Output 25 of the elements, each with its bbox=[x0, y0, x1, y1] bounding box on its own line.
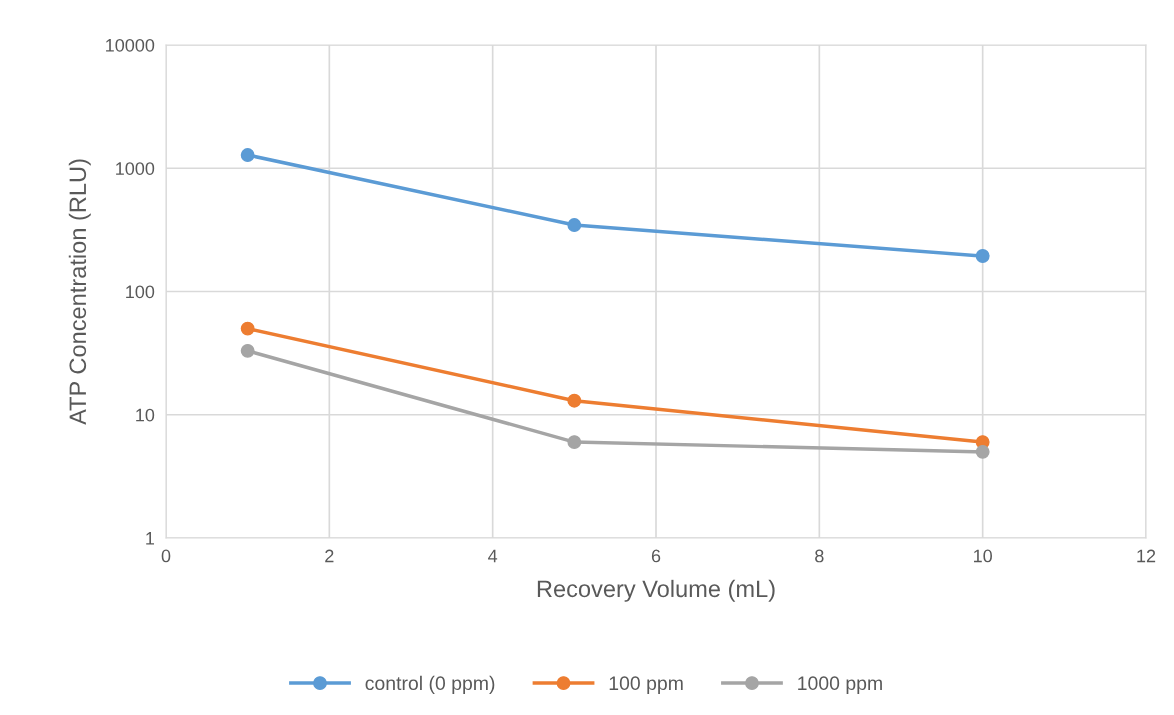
y-tick-label: 100 bbox=[126, 285, 155, 299]
x-tick-label: 10 bbox=[974, 549, 992, 563]
x-tick-label: 4 bbox=[488, 549, 498, 563]
x-tick-label: 8 bbox=[815, 549, 824, 563]
point bbox=[240, 148, 255, 162]
point bbox=[567, 393, 582, 408]
point bbox=[975, 444, 990, 459]
legend-label: 1000 ppm bbox=[798, 676, 882, 694]
x-tick-label: 6 bbox=[651, 549, 661, 563]
point bbox=[975, 249, 990, 263]
legend-label: 100 ppm bbox=[609, 676, 683, 694]
y-tick-label: 10000 bbox=[106, 38, 155, 52]
legend-label: control (0 ppm) bbox=[365, 675, 495, 694]
y-tick-label: 1 bbox=[146, 532, 155, 545]
point bbox=[567, 435, 582, 450]
x-tick-label: 12 bbox=[1137, 549, 1156, 563]
y-axis-title: ATP Concentration (RLU) bbox=[68, 159, 91, 425]
point bbox=[240, 321, 255, 336]
point bbox=[240, 343, 255, 358]
point bbox=[567, 218, 582, 233]
x-axis-title: Recovery Volume (mL) bbox=[537, 579, 775, 602]
y-tick-label: 10 bbox=[136, 408, 155, 422]
y-tick-label: 1000 bbox=[116, 162, 155, 175]
x-tick-label: 2 bbox=[325, 549, 334, 563]
x-tick-label: 0 bbox=[161, 549, 171, 563]
